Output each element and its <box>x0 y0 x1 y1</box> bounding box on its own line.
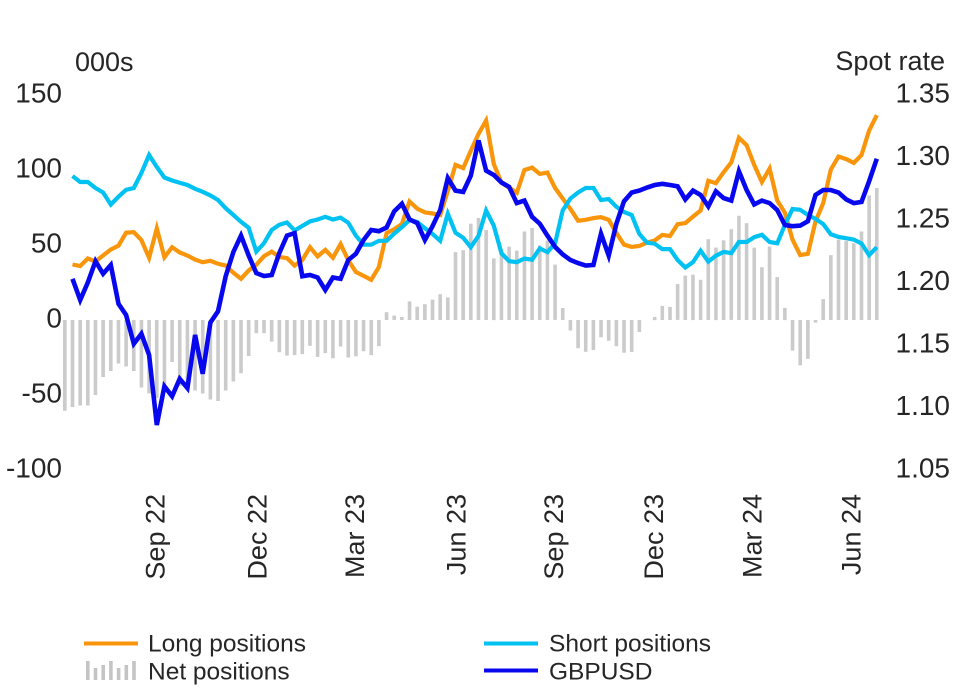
svg-text:1.15: 1.15 <box>896 328 951 359</box>
svg-text:-50: -50 <box>22 378 62 409</box>
svg-text:Dec 22: Dec 22 <box>243 494 273 580</box>
svg-text:100: 100 <box>15 153 62 184</box>
svg-text:150: 150 <box>15 78 62 109</box>
svg-text:Long positions: Long positions <box>148 631 306 658</box>
svg-text:1.35: 1.35 <box>896 78 951 109</box>
svg-text:000s: 000s <box>75 47 134 77</box>
svg-text:Net positions: Net positions <box>148 659 290 686</box>
svg-text:1.30: 1.30 <box>896 140 951 171</box>
svg-text:-100: -100 <box>6 453 62 484</box>
svg-text:Sep 23: Sep 23 <box>539 494 569 580</box>
svg-text:Sep 22: Sep 22 <box>141 494 171 580</box>
svg-text:Spot rate: Spot rate <box>835 46 945 76</box>
svg-text:Jun 23: Jun 23 <box>442 494 472 575</box>
svg-text:1.20: 1.20 <box>896 265 951 296</box>
svg-text:Mar 23: Mar 23 <box>340 494 370 578</box>
svg-text:0: 0 <box>46 303 62 334</box>
svg-text:1.05: 1.05 <box>896 453 951 484</box>
svg-text:50: 50 <box>31 228 62 259</box>
svg-text:Short positions: Short positions <box>549 631 711 658</box>
svg-text:Mar 24: Mar 24 <box>738 494 768 578</box>
svg-text:GBPUSD: GBPUSD <box>549 659 652 686</box>
svg-text:1.10: 1.10 <box>896 390 951 421</box>
svg-text:Dec 23: Dec 23 <box>639 494 669 580</box>
svg-text:Jun 24: Jun 24 <box>837 494 867 575</box>
svg-text:1.25: 1.25 <box>896 203 951 234</box>
